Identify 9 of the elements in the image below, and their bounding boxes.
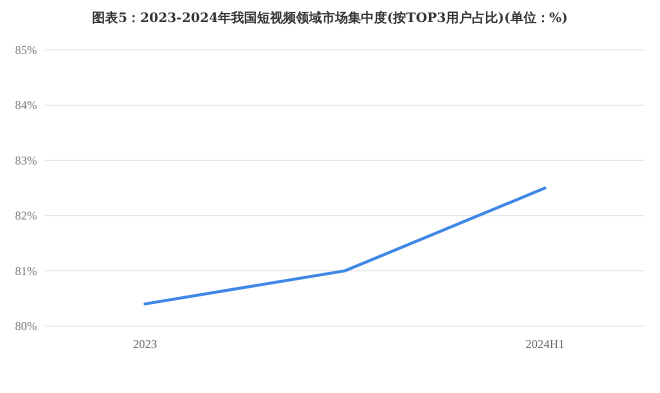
y-tick-label: 84% — [15, 98, 37, 112]
y-tick-label: 85% — [15, 43, 37, 57]
chart-title: 图表5：2023-2024年我国短视频领域市场集中度(按TOP3用户占比)(单位：%) — [92, 10, 568, 26]
x-tick-label: 2023 — [133, 337, 157, 351]
y-tick-label: 81% — [15, 264, 37, 278]
y-tick-label: 80% — [15, 319, 37, 333]
y-tick-label: 82% — [15, 208, 37, 223]
y-tick-label: 83% — [15, 153, 37, 168]
x-tick-label: 2024H1 — [526, 337, 564, 351]
